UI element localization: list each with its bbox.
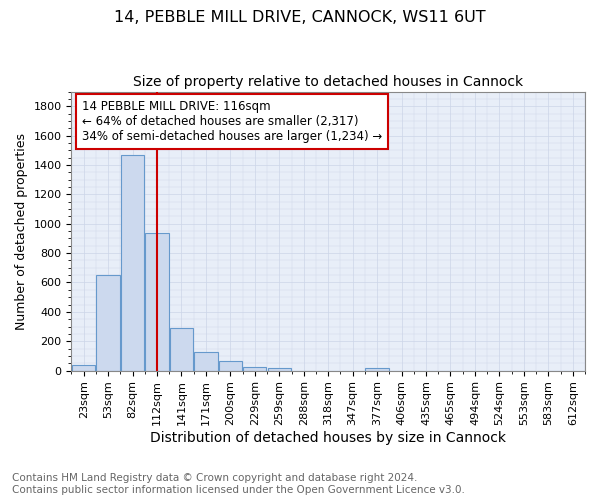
- Bar: [145, 232, 169, 370]
- Bar: [194, 352, 218, 370]
- Text: Contains HM Land Registry data © Crown copyright and database right 2024.
Contai: Contains HM Land Registry data © Crown c…: [12, 474, 465, 495]
- Bar: [268, 368, 291, 370]
- Text: 14, PEBBLE MILL DRIVE, CANNOCK, WS11 6UT: 14, PEBBLE MILL DRIVE, CANNOCK, WS11 6UT: [114, 10, 486, 25]
- Bar: [365, 368, 389, 370]
- Bar: [170, 328, 193, 370]
- Bar: [243, 367, 266, 370]
- Bar: [121, 154, 144, 370]
- Text: 14 PEBBLE MILL DRIVE: 116sqm
← 64% of detached houses are smaller (2,317)
34% of: 14 PEBBLE MILL DRIVE: 116sqm ← 64% of de…: [82, 100, 382, 143]
- X-axis label: Distribution of detached houses by size in Cannock: Distribution of detached houses by size …: [150, 431, 506, 445]
- Bar: [219, 361, 242, 370]
- Y-axis label: Number of detached properties: Number of detached properties: [15, 132, 28, 330]
- Bar: [72, 365, 95, 370]
- Bar: [97, 275, 120, 370]
- Title: Size of property relative to detached houses in Cannock: Size of property relative to detached ho…: [133, 75, 523, 89]
